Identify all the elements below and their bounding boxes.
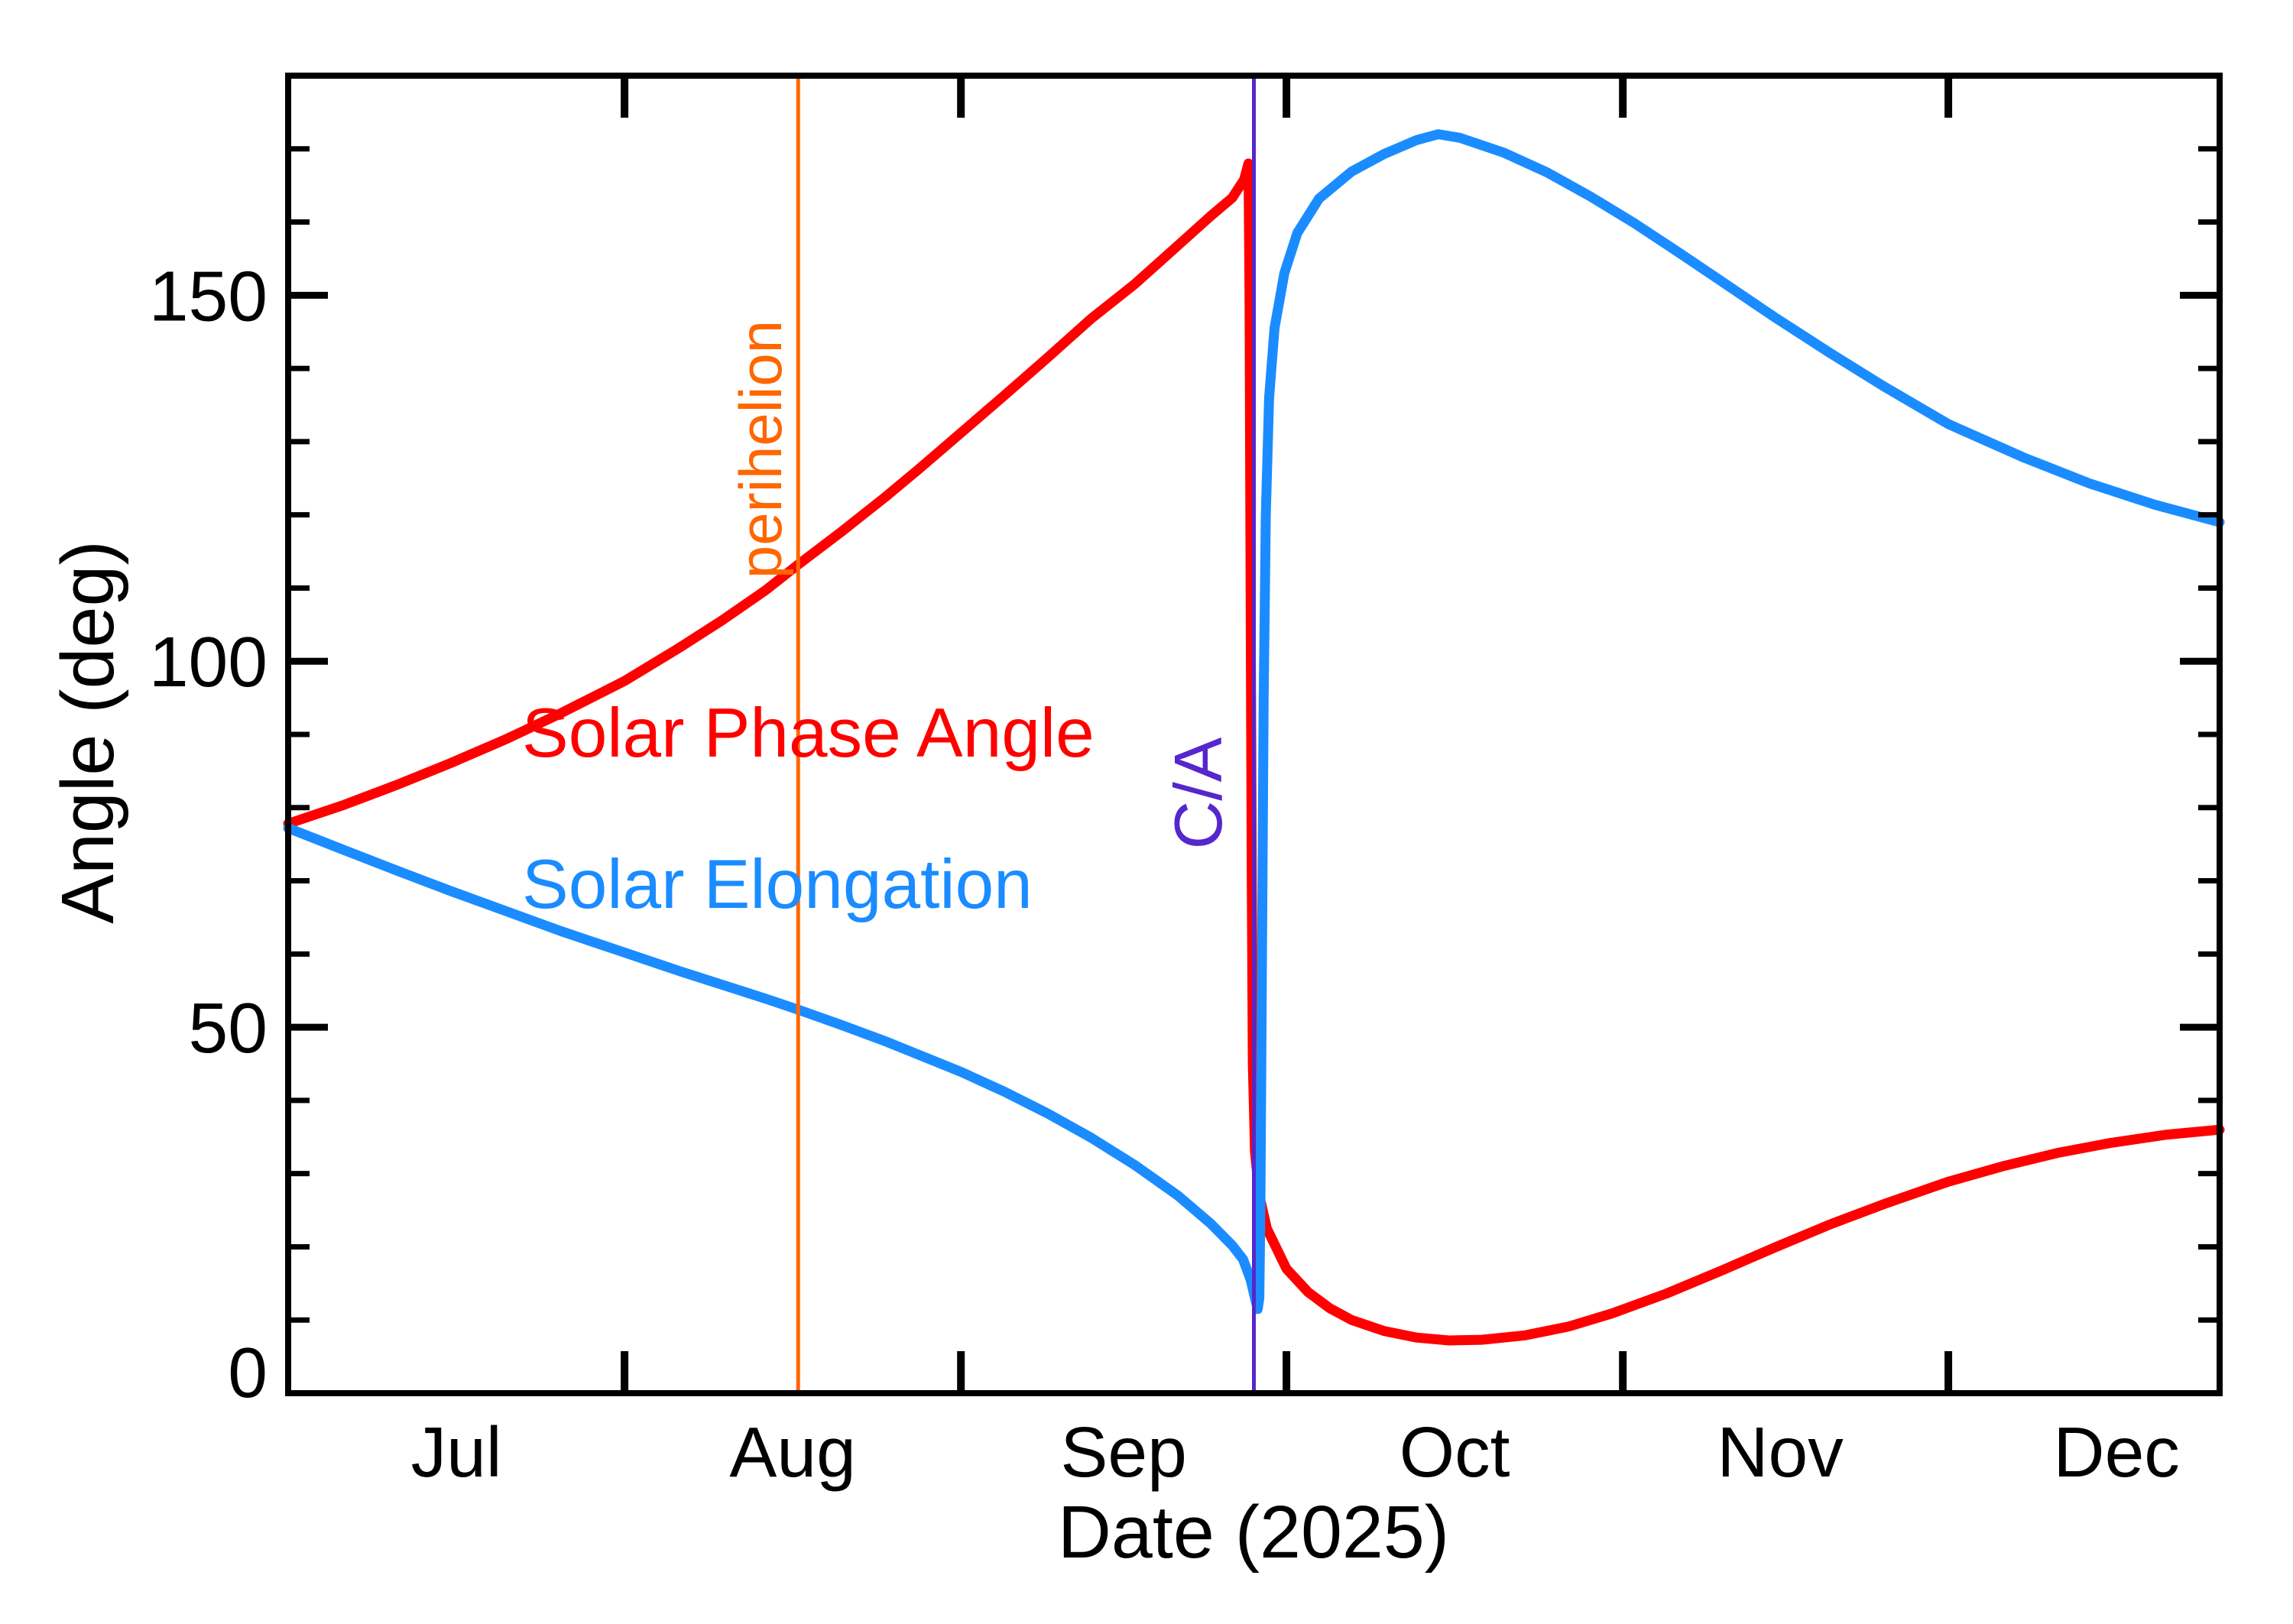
- phase-series-label: Solar Phase Angle: [522, 695, 1095, 772]
- plot-frame: [285, 73, 2223, 1396]
- y-axis-title: Angle (deg): [46, 540, 129, 923]
- y-tick-label: 100: [149, 622, 268, 702]
- event-lines-layer: [796, 76, 1256, 1393]
- elongation-series-label: Solar Elongation: [522, 846, 1033, 923]
- x-month-label: Aug: [729, 1412, 855, 1492]
- y-tick-label: 50: [189, 988, 268, 1068]
- solar-phase-angle-curve: [283, 158, 2225, 1346]
- solar-elongation-curve: [283, 129, 2225, 1314]
- y-tick-label: 150: [149, 256, 268, 335]
- y-tick-label: 0: [228, 1333, 268, 1412]
- x-axis-title: Date (2025): [1058, 1490, 1449, 1574]
- tick-labels-layer: 0 50 100 150 Jul Aug Sep Oct Nov Dec: [149, 256, 2180, 1492]
- x-month-label: Oct: [1399, 1412, 1510, 1492]
- perihelion-annotation-label: perihelion: [727, 320, 794, 579]
- x-month-label: Jul: [411, 1412, 502, 1492]
- x-month-label: Sep: [1060, 1412, 1186, 1492]
- ticks-layer: [288, 76, 2220, 1393]
- curves-layer: [283, 129, 2225, 1346]
- x-month-label: Dec: [2053, 1412, 2179, 1492]
- x-month-label: Nov: [1717, 1412, 1844, 1492]
- close-approach-annotation-label: C/A: [1160, 737, 1236, 849]
